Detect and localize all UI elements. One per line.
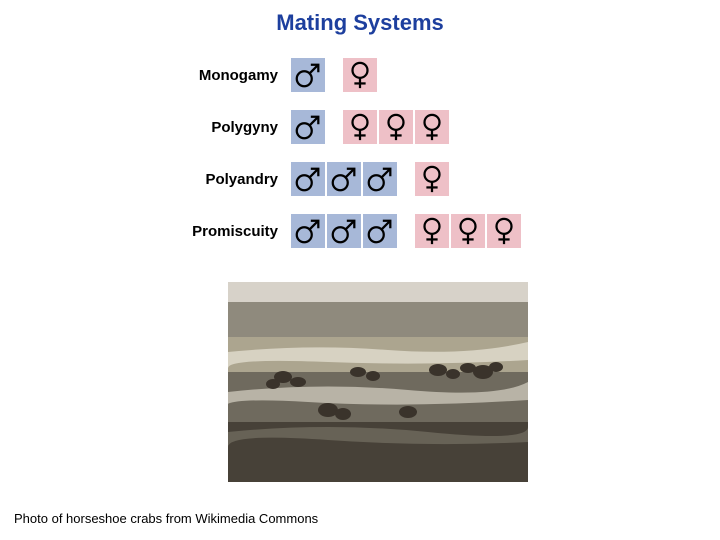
female-icon	[381, 112, 411, 142]
beach-illustration	[228, 282, 528, 482]
photo-caption: Photo of horseshoe crabs from Wikimedia …	[14, 511, 318, 526]
row-label: Polygyny	[150, 119, 290, 136]
male-cell	[290, 161, 326, 197]
slide: Mating Systems Monogamy Polygyny Polyand…	[0, 0, 720, 540]
male-icon	[329, 164, 359, 194]
male-icon	[293, 164, 323, 194]
females-group	[414, 161, 450, 197]
female-cell	[414, 161, 450, 197]
mating-row: Promiscuity	[150, 212, 522, 250]
female-icon	[489, 216, 519, 246]
female-icon	[345, 60, 375, 90]
female-cell	[342, 57, 378, 93]
females-group	[414, 213, 522, 249]
males-group	[290, 213, 398, 249]
female-icon	[345, 112, 375, 142]
male-icon	[293, 112, 323, 142]
female-cell	[450, 213, 486, 249]
mating-row: Monogamy	[150, 56, 522, 94]
males-group	[290, 57, 326, 93]
female-icon	[417, 112, 447, 142]
female-cell	[342, 109, 378, 145]
male-icon	[293, 216, 323, 246]
row-label: Promiscuity	[150, 223, 290, 240]
female-icon	[453, 216, 483, 246]
page-title: Mating Systems	[0, 10, 720, 36]
male-cell	[362, 161, 398, 197]
female-icon	[417, 216, 447, 246]
female-cell	[486, 213, 522, 249]
mating-row: Polygyny	[150, 108, 522, 146]
male-cell	[362, 213, 398, 249]
male-cell	[290, 109, 326, 145]
horseshoe-crab-photo	[228, 282, 528, 482]
female-cell	[378, 109, 414, 145]
row-label: Monogamy	[150, 67, 290, 84]
male-icon	[365, 216, 395, 246]
males-group	[290, 161, 398, 197]
mating-row: Polyandry	[150, 160, 522, 198]
male-cell	[326, 213, 362, 249]
male-cell	[290, 57, 326, 93]
female-cell	[414, 213, 450, 249]
females-group	[342, 57, 378, 93]
female-cell	[414, 109, 450, 145]
male-cell	[290, 213, 326, 249]
male-icon	[329, 216, 359, 246]
male-icon	[365, 164, 395, 194]
row-label: Polyandry	[150, 171, 290, 188]
males-group	[290, 109, 326, 145]
water-top	[228, 302, 528, 342]
male-cell	[326, 161, 362, 197]
male-icon	[293, 60, 323, 90]
mating-systems-table: Monogamy Polygyny Polyandry	[150, 56, 522, 264]
females-group	[342, 109, 450, 145]
female-icon	[417, 164, 447, 194]
